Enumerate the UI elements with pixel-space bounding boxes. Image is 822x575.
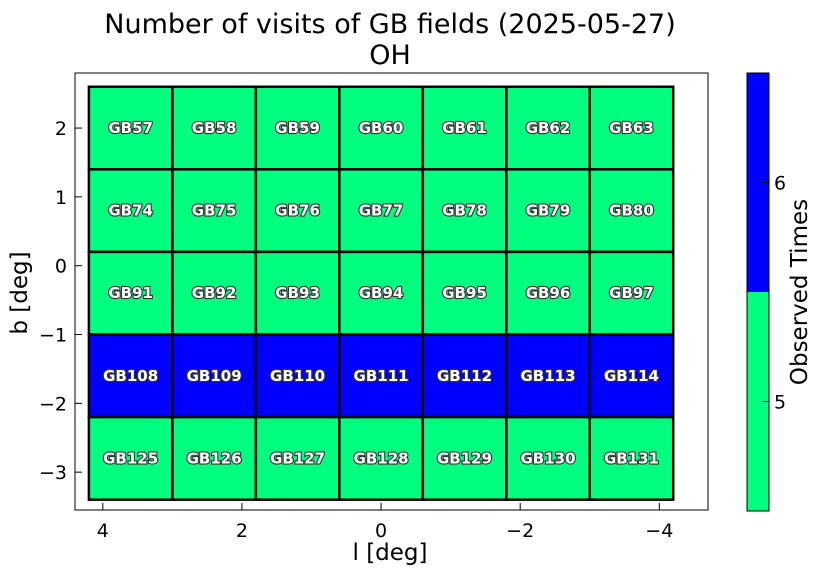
field-label: GB126 [187,449,242,467]
colorbar-tick-label: 6 [774,173,786,195]
field-cell [505,85,591,171]
field-cell [87,415,174,501]
field-cell [421,250,508,336]
y-tick-label: −1 [39,325,67,347]
field-cell [171,333,258,419]
field-label: GB129 [437,449,492,467]
field-label: GB57 [108,119,153,137]
x-tick-label: 0 [375,520,387,542]
field-label: GB63 [609,119,654,137]
plot-frame [74,72,709,511]
field-label: GB80 [609,202,654,220]
chart-title: Number of visits of GB fields (2025-05-2… [104,9,675,40]
cell-group: GB57 GB58 GB59 GB60 GB61 GB62 GB63 GB74 GB75 GB76… [87,85,675,501]
field-cell [87,85,174,171]
field-label: GB94 [359,284,404,302]
field-label: GB78 [442,202,487,220]
field-label: GB127 [270,449,325,467]
x-tick-label: 4 [97,520,109,542]
field-label: GB79 [526,202,571,220]
field-cell [588,250,675,336]
field-cell [171,250,258,336]
x-tick-label: 2 [236,520,248,542]
field-cell [254,250,341,336]
field-cell [588,415,675,501]
field-label: GB75 [192,202,237,220]
field-cell [87,333,174,419]
field-label: GB108 [103,367,158,385]
field-label: GB91 [108,284,153,302]
field-label: GB114 [604,367,659,385]
field-label: GB61 [442,119,487,137]
x-tick-label: −4 [645,520,673,542]
colorbar: 56 [746,72,786,512]
field-label: GB111 [354,367,409,385]
colorbar-tick-label: 5 [774,392,786,414]
field-label: GB76 [275,202,320,220]
field-cell [254,415,341,501]
field-label: GB110 [270,367,325,385]
field-label: GB58 [192,119,237,137]
y-axis-label: b [deg] [7,251,33,334]
colorbar-segment [747,73,769,292]
y-tick-label: 1 [55,187,67,209]
field-label: GB59 [275,119,320,137]
colorbar-frame [746,72,770,512]
field-cell [254,168,341,254]
field-cell [421,168,508,254]
x-axis-label: l [deg] [353,540,428,566]
y-tick-label: 2 [55,118,67,140]
field-label: GB93 [275,284,320,302]
field-cell [588,168,675,254]
chart-subtitle: OH [369,40,411,71]
y-ticks: 2 1 0 −1 −2 −3 [39,118,82,484]
field-label: GB95 [442,284,487,302]
field-label: GB113 [520,367,575,385]
field-label: GB97 [609,284,654,302]
field-label: GB112 [437,367,492,385]
y-tick-label: 0 [55,256,67,278]
colorbar-segment [747,292,769,511]
field-label: GB60 [359,119,404,137]
field-label: GB77 [359,202,404,220]
colorbar-label: Observed Times [787,199,813,385]
x-ticks: 4 2 0 −2 −4 [97,503,673,542]
field-label: GB62 [526,119,571,137]
field-label: GB109 [187,367,242,385]
x-tick-label: −2 [506,520,534,542]
field-cell [505,415,591,501]
field-label: GB131 [604,449,659,467]
field-label: GB128 [354,449,409,467]
field-label: GB92 [192,284,237,302]
field-cell [505,250,591,336]
field-label: GB130 [520,449,575,467]
field-label: GB125 [103,449,158,467]
y-tick-label: −2 [39,393,67,415]
y-tick-label: −3 [39,462,67,484]
field-cell [87,168,174,254]
field-cell [505,333,591,419]
field-label: GB96 [526,284,571,302]
field-label: GB74 [108,202,153,220]
field-cell [171,85,258,171]
